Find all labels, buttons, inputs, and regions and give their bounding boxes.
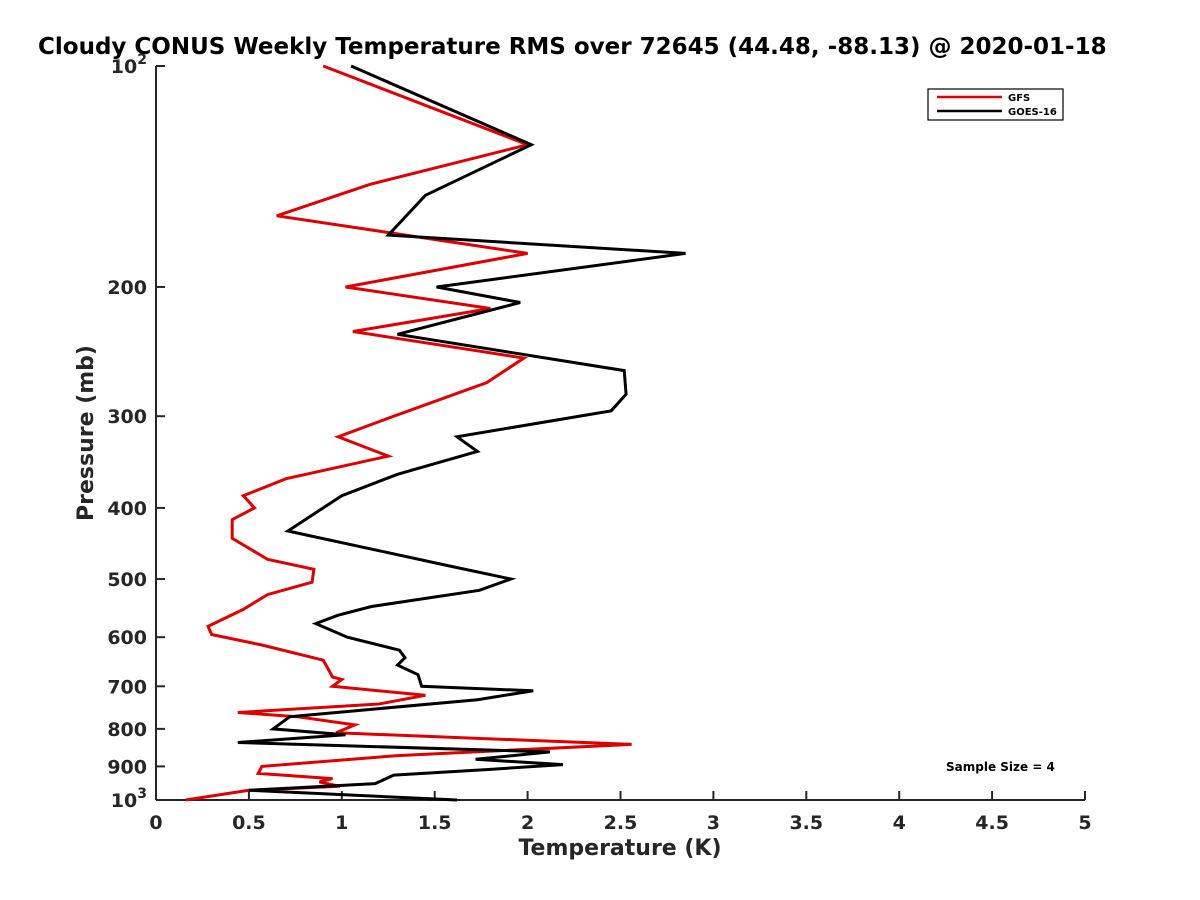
y-tick-label: 200 <box>107 277 147 299</box>
x-tick-label: 4 <box>893 812 906 834</box>
series-layer <box>185 64 686 802</box>
y-tick-label: 500 <box>107 569 147 591</box>
legend-box <box>927 88 1064 121</box>
y-tick-label: 103 <box>111 786 147 812</box>
y-tick-label: 700 <box>107 676 147 698</box>
y-tick-label: 102 <box>111 52 147 78</box>
x-tick-label: 4.5 <box>975 812 1009 834</box>
x-tick-label: 2 <box>521 812 534 834</box>
x-tick-label: 5 <box>1078 812 1091 834</box>
series-line-gfs <box>185 64 632 802</box>
x-tick-label: 2.5 <box>604 812 638 834</box>
x-tick-label: 3 <box>707 812 720 834</box>
x-tick-label: 0 <box>149 812 162 834</box>
x-tick-label: 0.5 <box>232 812 266 834</box>
chart-title: Cloudy CONUS Weekly Temperature RMS over… <box>38 34 1107 60</box>
x-axis-label: Temperature (K) <box>518 836 721 861</box>
y-tick-label: 800 <box>107 719 147 741</box>
y-tick-label: 600 <box>107 627 147 649</box>
x-tick-label: 1 <box>335 812 348 834</box>
legend: GFS GOES-16 <box>927 88 1064 121</box>
sample-size-note: Sample Size = 4 <box>946 760 1055 774</box>
axes: 0 0.5 1 1.5 2 2.5 3 3.5 4 4.5 5 102 200 300 400 500 600 7… <box>107 52 1091 834</box>
x-tick-label: 3.5 <box>789 812 823 834</box>
y-tick-label: 900 <box>107 756 147 778</box>
series-line-goes-16 <box>237 64 686 802</box>
y-tick-label: 400 <box>107 498 147 520</box>
legend-label-gfs: GFS <box>1008 93 1030 104</box>
legend-label-goes-16: GOES-16 <box>1008 107 1057 118</box>
x-tick-label: 1.5 <box>418 812 452 834</box>
y-axis-label: Pressure (mb) <box>74 345 99 521</box>
y-tick-label: 300 <box>107 406 147 428</box>
